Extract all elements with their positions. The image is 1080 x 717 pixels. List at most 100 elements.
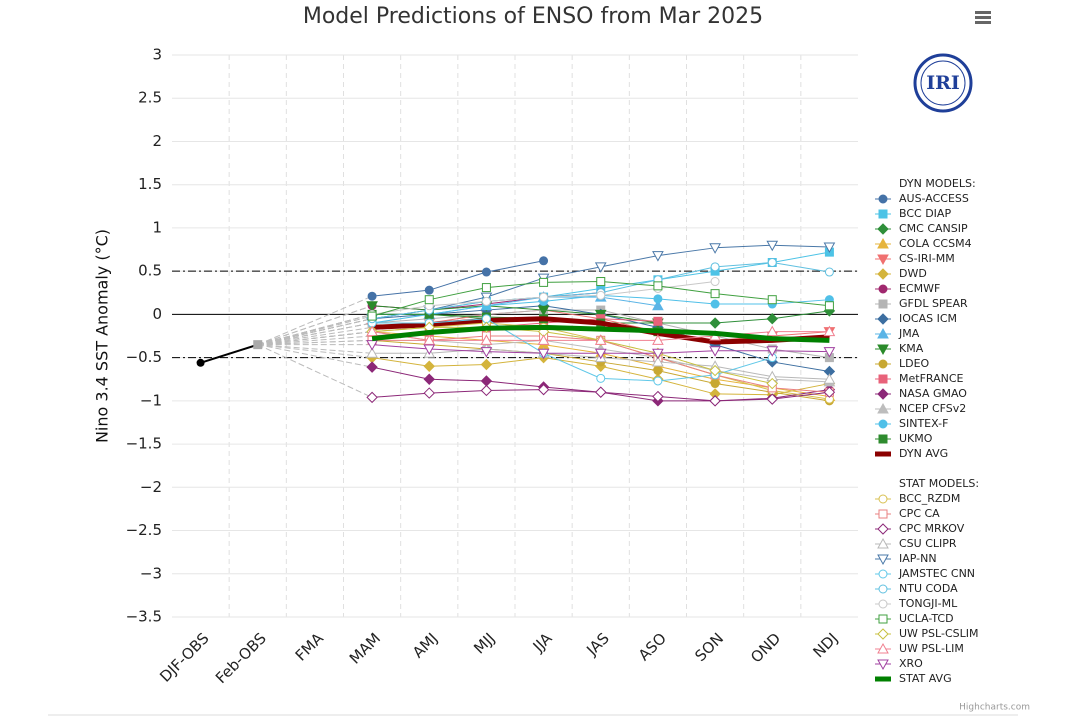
x-tick-label: AMJ [409,629,441,661]
marker [709,317,721,329]
marker [539,292,549,302]
legend-marker [877,344,889,356]
marker [481,296,491,306]
logo-ring-inner [920,60,966,106]
y-tick-label: −3.5 [126,608,162,626]
legend-label: CPC CA [899,507,940,520]
connector [257,326,373,346]
x-tick-label: FMA [292,629,328,665]
legend-label: DYN AVG [899,447,948,460]
marker [594,348,607,360]
connector [257,335,373,346]
y-axis-label: Nino 3.4 SST Anomaly (°C) [93,229,112,443]
legend-marker [878,359,888,369]
series-line [371,316,830,345]
legend-label: TONGJI-ML [898,597,958,610]
marker [653,294,663,304]
menu-bar [975,21,991,24]
series-line [371,324,830,343]
legend-marker [877,554,889,566]
legend-marker [878,194,888,204]
x-tick-label: ASO [635,629,670,664]
marker [366,347,378,358]
marker [824,301,834,311]
marker [366,325,378,337]
legend-marker [878,284,888,294]
marker [652,251,664,262]
x-tick-label: OND [747,629,784,666]
y-tick-label: 2.5 [138,89,162,107]
marker [653,281,663,291]
legend-item: BCC_RZDM [875,492,960,505]
legend-item: JAMSTEC CNN [875,567,975,580]
legend-label: UCLA-TCD [899,612,954,625]
legend-item: NCEP CFSv2 [875,402,966,415]
x-tick-label: SON [691,629,727,665]
marker [480,375,493,387]
legend-item: CPC MRKOV [875,522,965,535]
marker [652,334,664,345]
legend-label: ECMWF [899,282,940,295]
marker [366,391,378,404]
marker [480,347,493,358]
logo-ring [913,53,973,113]
marker [480,334,493,345]
marker [766,393,778,405]
legend-item: CMC CANSIP [875,222,968,235]
marker [423,373,435,385]
legend-item: CSU CLIPR [875,537,957,550]
legend-item: JMA [875,327,920,340]
connector [257,331,373,346]
legend-item: AUS-ACCESS [875,192,969,205]
legend-label: KMA [899,342,924,355]
legend-marker [877,642,889,654]
y-tick-label: 2 [152,132,162,150]
legend-label: UW PSL-CSLIM [899,627,978,640]
connector [257,295,373,346]
menu-button[interactable] [974,9,992,27]
marker [596,373,606,383]
chart-title: Model Predictions of ENSO from Mar 2025 [303,4,763,29]
marker [366,361,378,373]
legend-item: TONGJI-ML [875,597,958,610]
legend-marker [878,299,888,309]
marker [709,395,721,407]
marker [596,277,606,287]
legend-marker [878,584,888,594]
legend-label: UW PSL-LIM [899,642,964,655]
y-tick-label: −0.5 [126,348,162,366]
legend-label: LDEO [899,357,930,370]
marker [423,360,435,372]
marker [423,334,436,345]
legend-item: BCC DIAP [875,207,951,220]
legend-item: DWD [875,267,927,280]
legend-item: CS-IRI-MM [875,252,955,266]
marker [539,256,549,266]
marker [824,267,834,277]
y-tick-label: 1 [152,218,162,236]
marker [424,295,434,305]
marker [652,348,664,360]
x-tick-label: DJF-OBS [156,629,212,685]
legend-marker [877,223,889,235]
legend-marker [877,237,889,249]
legend-label: DWD [899,267,927,280]
legend-item: UW PSL-CSLIM [875,627,978,640]
legend-item: UKMO [875,432,933,445]
legend-marker [877,402,889,414]
legend-label: CS-IRI-MM [899,252,955,265]
legend-label: NCEP CFSv2 [899,402,966,415]
marker [481,314,491,324]
legend-label: IAP-NN [899,552,937,565]
marker [653,316,663,326]
legend-item: SINTEX-F [875,417,948,430]
series-line [372,260,544,297]
marker [652,299,664,311]
legend-item: XRO [875,657,923,671]
marker [653,366,663,376]
observed-marker [196,358,205,367]
legend-label: BCC DIAP [899,207,951,220]
legend-marker [877,313,889,325]
legend-item: MetFRANCE [875,372,964,385]
